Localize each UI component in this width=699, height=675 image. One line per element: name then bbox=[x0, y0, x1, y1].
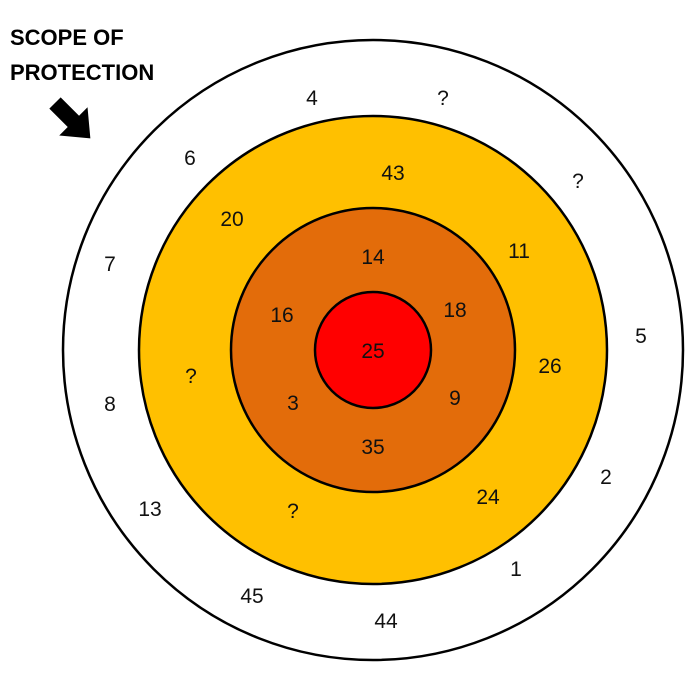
middle-ring-label: 24 bbox=[476, 486, 500, 509]
middle-ring-label: ? bbox=[287, 500, 299, 523]
outer-ring-label: 8 bbox=[104, 393, 116, 416]
core-label: 25 bbox=[361, 340, 384, 363]
outer-ring-label: 4 bbox=[306, 87, 318, 110]
outer-ring-label: 13 bbox=[138, 498, 161, 521]
title-line-2: PROTECTION bbox=[10, 60, 154, 85]
outer-ring-label: 44 bbox=[374, 610, 398, 633]
core-circle bbox=[313, 290, 433, 410]
outer-ring-label: 1 bbox=[510, 558, 522, 581]
outer-ring-label: 2 bbox=[600, 466, 612, 489]
inner-ring-label: 14 bbox=[361, 246, 385, 269]
inner-ring-label: 9 bbox=[449, 387, 461, 410]
outer-ring-label: 5 bbox=[635, 325, 647, 348]
middle-ring-label: 26 bbox=[538, 355, 561, 378]
arrow-down-right-icon bbox=[49, 97, 91, 139]
inner-ring-label: 18 bbox=[443, 299, 466, 322]
inner-ring-label: 3 bbox=[287, 392, 299, 415]
inner-ring-label: 16 bbox=[270, 304, 293, 327]
outer-ring-label: ? bbox=[572, 170, 584, 193]
middle-ring-label: 20 bbox=[220, 208, 243, 231]
inner-ring-label: 35 bbox=[361, 436, 384, 459]
middle-ring-label: 43 bbox=[381, 162, 404, 185]
outer-ring-label: 45 bbox=[240, 585, 263, 608]
middle-ring-label: 11 bbox=[508, 240, 530, 263]
outer-ring-label: 7 bbox=[104, 253, 116, 276]
middle-ring-label: ? bbox=[185, 365, 197, 388]
outer-ring-label: ? bbox=[437, 87, 449, 110]
outer-ring-label: 6 bbox=[184, 147, 196, 170]
title-line-1: SCOPE OF bbox=[10, 25, 124, 50]
